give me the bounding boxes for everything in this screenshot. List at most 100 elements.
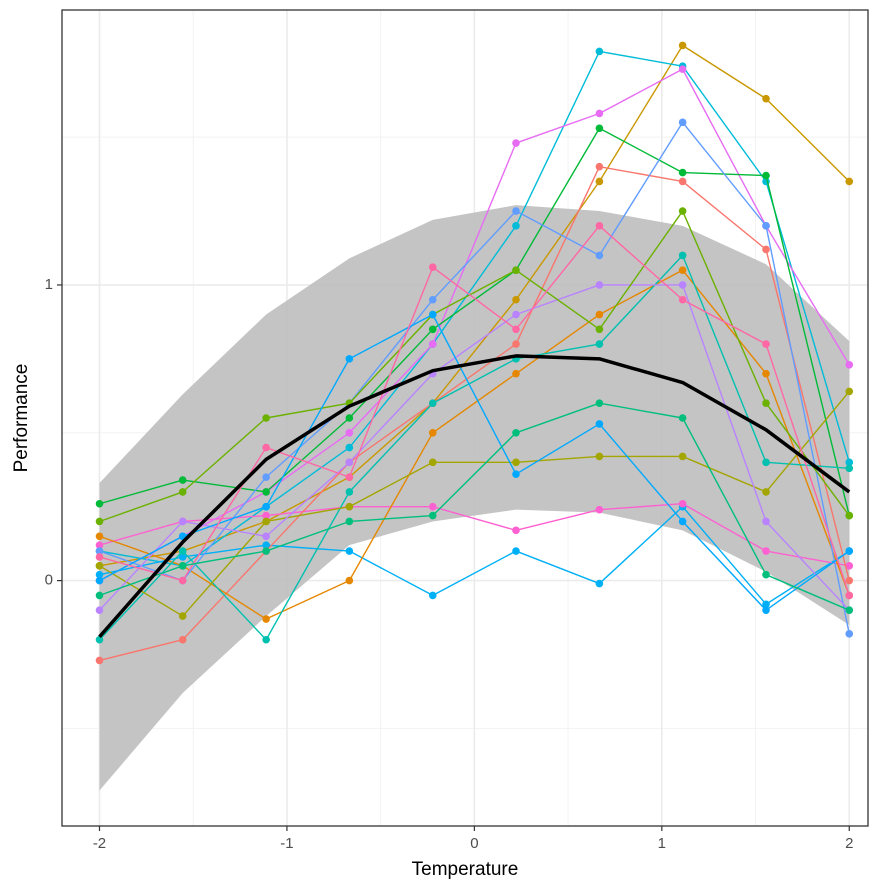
- point: [595, 420, 604, 428]
- point: [595, 162, 604, 171]
- point: [595, 222, 604, 230]
- point: [178, 576, 187, 585]
- point: [262, 532, 270, 541]
- point: [95, 656, 104, 665]
- point: [762, 606, 770, 614]
- point: [95, 606, 104, 614]
- point: [678, 295, 687, 304]
- point: [845, 387, 854, 396]
- series-line: [99, 225, 850, 596]
- series-line: [99, 313, 850, 611]
- point: [762, 340, 770, 348]
- point: [262, 488, 270, 496]
- point: [678, 517, 687, 526]
- point: [762, 222, 770, 230]
- point: [262, 473, 270, 481]
- point: [678, 207, 687, 215]
- point: [678, 281, 687, 289]
- point: [762, 399, 770, 408]
- point: [595, 177, 604, 186]
- point: [762, 488, 770, 496]
- point: [762, 369, 770, 378]
- point: [178, 476, 187, 484]
- point: [595, 281, 604, 289]
- point: [512, 139, 520, 147]
- point: [678, 177, 687, 186]
- point: [512, 340, 520, 348]
- x-axis-title: Temperature: [412, 859, 519, 880]
- point: [178, 517, 187, 526]
- point: [345, 517, 354, 526]
- point: [845, 464, 854, 473]
- point: [95, 591, 104, 600]
- x-tick-label: 0: [470, 835, 478, 852]
- point: [678, 452, 687, 461]
- point: [345, 576, 354, 585]
- point: [762, 245, 770, 254]
- point: [762, 547, 770, 555]
- point: [262, 517, 270, 526]
- point: [595, 124, 604, 133]
- point: [678, 414, 687, 422]
- point: [262, 635, 270, 644]
- x-tick-label: 2: [845, 835, 853, 852]
- point: [178, 612, 187, 620]
- x-tick-label: 1: [658, 835, 666, 852]
- point: [512, 207, 520, 215]
- point: [678, 499, 687, 508]
- point: [678, 65, 687, 73]
- point: [845, 562, 854, 570]
- point: [178, 553, 187, 561]
- point: [678, 41, 687, 50]
- point: [595, 251, 604, 260]
- point: [95, 570, 104, 579]
- point: [345, 547, 354, 555]
- point: [512, 222, 520, 230]
- y-axis-title: Performance: [11, 364, 32, 473]
- series-line: [99, 503, 850, 567]
- point: [845, 511, 854, 520]
- point: [95, 562, 104, 570]
- point: [345, 458, 354, 467]
- point: [845, 177, 854, 186]
- point: [262, 511, 270, 520]
- point: [762, 517, 770, 526]
- point: [845, 458, 854, 467]
- point: [262, 547, 270, 555]
- point: [262, 615, 270, 623]
- point: [95, 553, 104, 561]
- point: [845, 606, 854, 614]
- point: [595, 325, 604, 334]
- point: [178, 488, 187, 496]
- point: [428, 263, 437, 272]
- point: [845, 591, 854, 600]
- point: [178, 562, 187, 570]
- series-line: [99, 505, 850, 605]
- point: [178, 635, 187, 644]
- point: [345, 443, 354, 452]
- point: [595, 579, 604, 588]
- point: [428, 310, 437, 319]
- point: [845, 547, 854, 555]
- point: [762, 94, 770, 103]
- point: [345, 473, 354, 481]
- point: [678, 118, 687, 127]
- series-line: [99, 402, 850, 611]
- point: [428, 340, 437, 348]
- point: [178, 547, 187, 555]
- point: [262, 443, 270, 452]
- point: [595, 47, 604, 56]
- y-tick-label: 1: [45, 276, 53, 293]
- point: [678, 168, 687, 177]
- point: [512, 526, 520, 535]
- point: [595, 109, 604, 118]
- point: [845, 360, 854, 369]
- panel-border: [61, 9, 869, 827]
- point: [762, 570, 770, 579]
- point: [678, 266, 687, 274]
- point: [95, 547, 104, 555]
- point: [428, 295, 437, 304]
- point: [95, 532, 104, 541]
- y-tick-label: 0: [45, 572, 53, 589]
